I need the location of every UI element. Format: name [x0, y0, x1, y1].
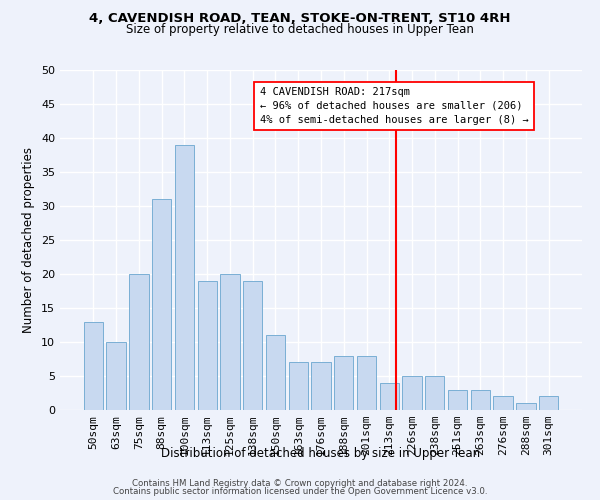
Bar [197, 281, 217, 410]
Bar [289, 362, 308, 410]
Bar [493, 396, 513, 410]
Bar [220, 274, 239, 410]
Text: 4, CAVENDISH ROAD, TEAN, STOKE-ON-TRENT, ST10 4RH: 4, CAVENDISH ROAD, TEAN, STOKE-ON-TRENT,… [89, 12, 511, 26]
Text: Size of property relative to detached houses in Upper Tean: Size of property relative to detached ho… [126, 22, 474, 36]
Bar [84, 322, 103, 410]
Text: Contains public sector information licensed under the Open Government Licence v3: Contains public sector information licen… [113, 488, 487, 496]
Bar [448, 390, 467, 410]
Text: Distribution of detached houses by size in Upper Tean: Distribution of detached houses by size … [161, 448, 481, 460]
Bar [311, 362, 331, 410]
Bar [129, 274, 149, 410]
Bar [175, 145, 194, 410]
Y-axis label: Number of detached properties: Number of detached properties [22, 147, 35, 333]
Bar [152, 199, 172, 410]
Bar [243, 281, 262, 410]
Bar [380, 383, 399, 410]
Bar [357, 356, 376, 410]
Bar [106, 342, 126, 410]
Bar [266, 335, 285, 410]
Bar [403, 376, 422, 410]
Bar [470, 390, 490, 410]
Text: 4 CAVENDISH ROAD: 217sqm
← 96% of detached houses are smaller (206)
4% of semi-d: 4 CAVENDISH ROAD: 217sqm ← 96% of detach… [260, 87, 528, 125]
Bar [425, 376, 445, 410]
Text: Contains HM Land Registry data © Crown copyright and database right 2024.: Contains HM Land Registry data © Crown c… [132, 479, 468, 488]
Bar [539, 396, 558, 410]
Bar [334, 356, 353, 410]
Bar [516, 403, 536, 410]
